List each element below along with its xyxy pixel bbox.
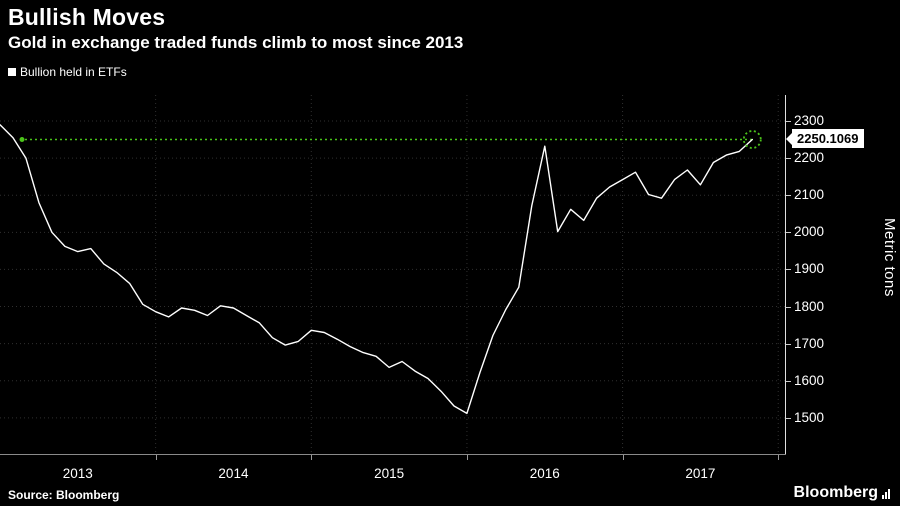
y-tick-label: 2100 — [794, 187, 825, 203]
plot-area — [0, 95, 786, 455]
y-tick-mark — [786, 306, 791, 308]
y-tick-mark — [786, 158, 791, 160]
legend-label: Bullion held in ETFs — [20, 65, 127, 79]
y-tick-mark — [786, 417, 791, 419]
bloomberg-logo: Bloomberg — [794, 484, 890, 502]
legend: Bullion held in ETFs — [8, 65, 127, 79]
x-tick-label: 2017 — [685, 466, 716, 481]
callout-arrow-icon — [786, 132, 792, 145]
x-tick-mark — [311, 455, 313, 460]
y-tick-label: 1500 — [794, 409, 825, 425]
legend-swatch-icon — [8, 68, 16, 76]
y-tick-mark — [786, 120, 791, 122]
y-tick-label: 1700 — [794, 335, 825, 351]
x-tick-mark — [778, 455, 780, 460]
chart-subtitle: Gold in exchange traded funds climb to m… — [8, 33, 464, 52]
y-tick-mark — [786, 380, 791, 382]
x-tick-mark — [622, 455, 624, 460]
last-value-callout: 2250.1069 — [786, 129, 865, 149]
y-tick-mark — [786, 232, 791, 234]
x-tick-label: 2015 — [374, 466, 405, 481]
x-tick-mark — [466, 455, 468, 460]
y-axis-title: Metric tons — [881, 218, 898, 297]
data-line — [0, 124, 753, 415]
bloomberg-logo-text: Bloomberg — [793, 484, 878, 501]
source-credit: Source: Bloomberg — [8, 488, 120, 502]
y-tick-mark — [786, 195, 791, 197]
last-value-text: 2250.1069 — [797, 131, 859, 147]
line-chart — [0, 95, 786, 455]
annotation-start-dot — [19, 136, 25, 142]
y-tick-label: 1900 — [794, 261, 825, 277]
x-tick-label: 2014 — [218, 466, 249, 481]
y-tick-mark — [786, 269, 791, 271]
y-tick-label: 2300 — [794, 112, 825, 128]
y-tick-label: 2200 — [794, 150, 825, 166]
x-tick-mark — [155, 455, 157, 460]
y-tick-label: 1600 — [794, 372, 825, 388]
y-tick-label: 2000 — [794, 224, 825, 240]
y-tick-label: 1800 — [794, 298, 825, 314]
page-title: Bullish Moves — [8, 4, 166, 30]
y-tick-mark — [786, 343, 791, 345]
x-tick-label: 2016 — [529, 466, 560, 481]
x-tick-label: 2013 — [62, 466, 93, 481]
bars-icon — [882, 489, 890, 502]
